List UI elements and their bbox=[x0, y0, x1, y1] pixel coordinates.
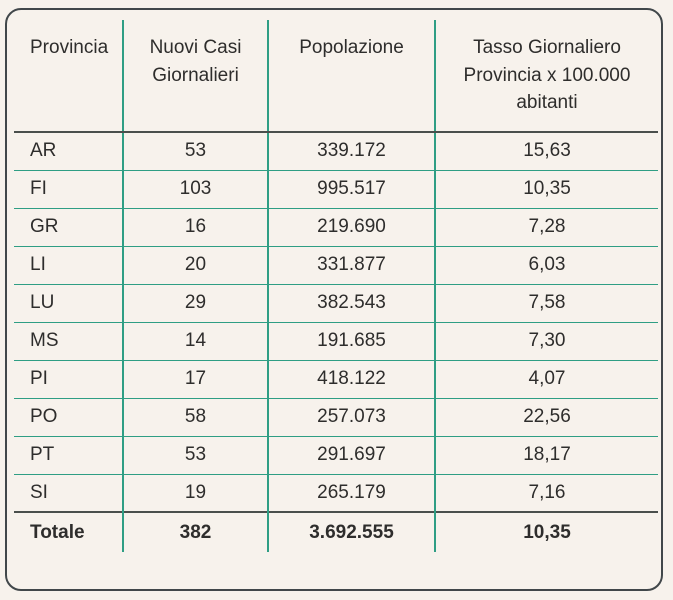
cell-provincia: SI bbox=[14, 474, 124, 512]
cell-nuovi-casi: 53 bbox=[123, 436, 269, 475]
cell-provincia: LU bbox=[14, 284, 124, 323]
cell-popolazione: 257.073 bbox=[268, 398, 436, 437]
cell-provincia: GR bbox=[14, 208, 124, 247]
cell-nuovi-casi: 20 bbox=[123, 246, 269, 285]
table-row: PT 53 291.697 18,17 bbox=[14, 436, 658, 475]
total-tasso: 10,35 bbox=[435, 511, 658, 552]
cell-nuovi-casi: 53 bbox=[123, 132, 269, 171]
header-tasso-label: Tasso Giornaliero Provincia x 100.000 ab… bbox=[463, 37, 631, 114]
table-row: GR 16 219.690 7,28 bbox=[14, 208, 658, 247]
cell-popolazione: 995.517 bbox=[268, 170, 436, 209]
header-popolazione: Popolazione bbox=[268, 20, 436, 133]
cell-popolazione: 191.685 bbox=[268, 322, 436, 361]
table-row: MS 14 191.685 7,30 bbox=[14, 322, 658, 361]
table-footer: Totale 382 3.692.555 10,35 bbox=[14, 511, 658, 552]
table-body: AR 53 339.172 15,63 FI 103 995.517 10,35… bbox=[14, 132, 658, 512]
cell-provincia: FI bbox=[14, 170, 124, 209]
cell-provincia: MS bbox=[14, 322, 124, 361]
header-provincia-label: Provincia bbox=[30, 37, 109, 58]
cell-tasso: 18,17 bbox=[435, 436, 658, 475]
cell-nuovi-casi: 19 bbox=[123, 474, 269, 512]
cell-nuovi-casi: 17 bbox=[123, 360, 269, 399]
cell-popolazione: 331.877 bbox=[268, 246, 436, 285]
cell-provincia: PI bbox=[14, 360, 124, 399]
cell-tasso: 7,16 bbox=[528, 481, 566, 503]
cell-tasso: 6,03 bbox=[435, 246, 658, 285]
cell-tasso: 7,28 bbox=[435, 208, 658, 247]
cell-popolazione: 418.122 bbox=[268, 360, 436, 399]
table-row: SI 19 265.179 7,16 bbox=[14, 474, 658, 512]
header-popolazione-label: Popolazione bbox=[299, 37, 404, 58]
header-nuovi-casi: Nuovi Casi Giornalieri bbox=[123, 20, 269, 133]
table-row: LI 20 331.877 6,03 bbox=[14, 246, 658, 285]
cell-nuovi-casi: 29 bbox=[123, 284, 269, 323]
table-row: PI 17 418.122 4,07 bbox=[14, 360, 658, 399]
cell-popolazione: 339.172 bbox=[268, 132, 436, 171]
cell-nuovi-casi: 58 bbox=[123, 398, 269, 437]
cell-popolazione: 291.697 bbox=[268, 436, 436, 475]
table-row: AR 53 339.172 15,63 bbox=[14, 132, 658, 171]
cell-provincia: LI bbox=[14, 246, 124, 285]
cell-tasso: 7,58 bbox=[435, 284, 658, 323]
header-tasso: Tasso Giornaliero Provincia x 100.000 ab… bbox=[435, 20, 658, 133]
total-row: Totale 382 3.692.555 10,35 bbox=[14, 511, 658, 552]
total-label: Totale bbox=[14, 511, 124, 552]
cell-tasso: 4,07 bbox=[435, 360, 658, 399]
total-nuovi-casi: 382 bbox=[123, 511, 269, 552]
header-nuovi-casi-label: Nuovi Casi Giornalieri bbox=[149, 37, 242, 86]
cell-nuovi-casi: 14 bbox=[123, 322, 269, 361]
cell-popolazione: 219.690 bbox=[268, 208, 436, 247]
cell-provincia: PT bbox=[14, 436, 124, 475]
cell-nuovi-casi: 16 bbox=[123, 208, 269, 247]
province-rate-table: Provincia Nuovi Casi Giornalieri Popolaz… bbox=[14, 20, 658, 552]
table-row: FI 103 995.517 10,35 bbox=[14, 170, 658, 209]
table-row: PO 58 257.073 22,56 bbox=[14, 398, 658, 437]
table-row: LU 29 382.543 7,58 bbox=[14, 284, 658, 323]
table-card: Provincia Nuovi Casi Giornalieri Popolaz… bbox=[5, 8, 663, 591]
total-popolazione: 3.692.555 bbox=[268, 511, 436, 552]
table-header: Provincia Nuovi Casi Giornalieri Popolaz… bbox=[14, 20, 658, 133]
cell-provincia: PO bbox=[14, 398, 124, 437]
header-provincia: Provincia bbox=[14, 20, 124, 133]
cell-popolazione: 265.179 bbox=[268, 474, 436, 512]
cell-popolazione: 382.543 bbox=[268, 284, 436, 323]
cell-provincia: AR bbox=[14, 132, 124, 171]
cell-tasso: 10,35 bbox=[435, 170, 658, 209]
cell-nuovi-casi: 103 bbox=[123, 170, 269, 209]
cell-tasso: 7,30 bbox=[435, 322, 658, 361]
cell-tasso: 22,56 bbox=[435, 398, 658, 437]
cell-tasso: 15,63 bbox=[435, 132, 658, 171]
header-row: Provincia Nuovi Casi Giornalieri Popolaz… bbox=[14, 20, 658, 133]
